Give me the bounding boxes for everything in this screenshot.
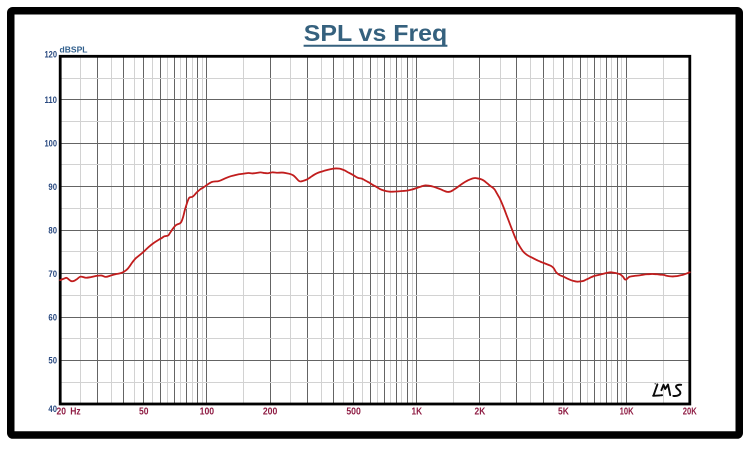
svg-text:50: 50 <box>139 407 149 418</box>
svg-text:90: 90 <box>48 182 57 192</box>
svg-text:500: 500 <box>346 407 361 418</box>
svg-text:110: 110 <box>45 95 58 105</box>
svg-text:60: 60 <box>48 312 57 322</box>
svg-text:80: 80 <box>48 225 57 235</box>
svg-text:40: 40 <box>48 404 57 414</box>
svg-text:2K: 2K <box>475 407 486 418</box>
svg-text:SPL vs Freq: SPL vs Freq <box>304 20 448 46</box>
svg-text:1K: 1K <box>412 407 423 418</box>
svg-text:120: 120 <box>45 49 58 59</box>
svg-text:20 Hz: 20 Hz <box>57 407 81 418</box>
svg-text:5K: 5K <box>558 407 569 418</box>
svg-text:200: 200 <box>263 407 278 418</box>
svg-text:100: 100 <box>45 138 58 148</box>
svg-text:50: 50 <box>48 356 57 366</box>
svg-text:dBSPL: dBSPL <box>60 44 88 54</box>
svg-text:20K: 20K <box>683 407 698 418</box>
svg-text:70: 70 <box>48 269 57 279</box>
svg-text:100: 100 <box>200 407 215 418</box>
svg-text:10K: 10K <box>620 407 635 418</box>
